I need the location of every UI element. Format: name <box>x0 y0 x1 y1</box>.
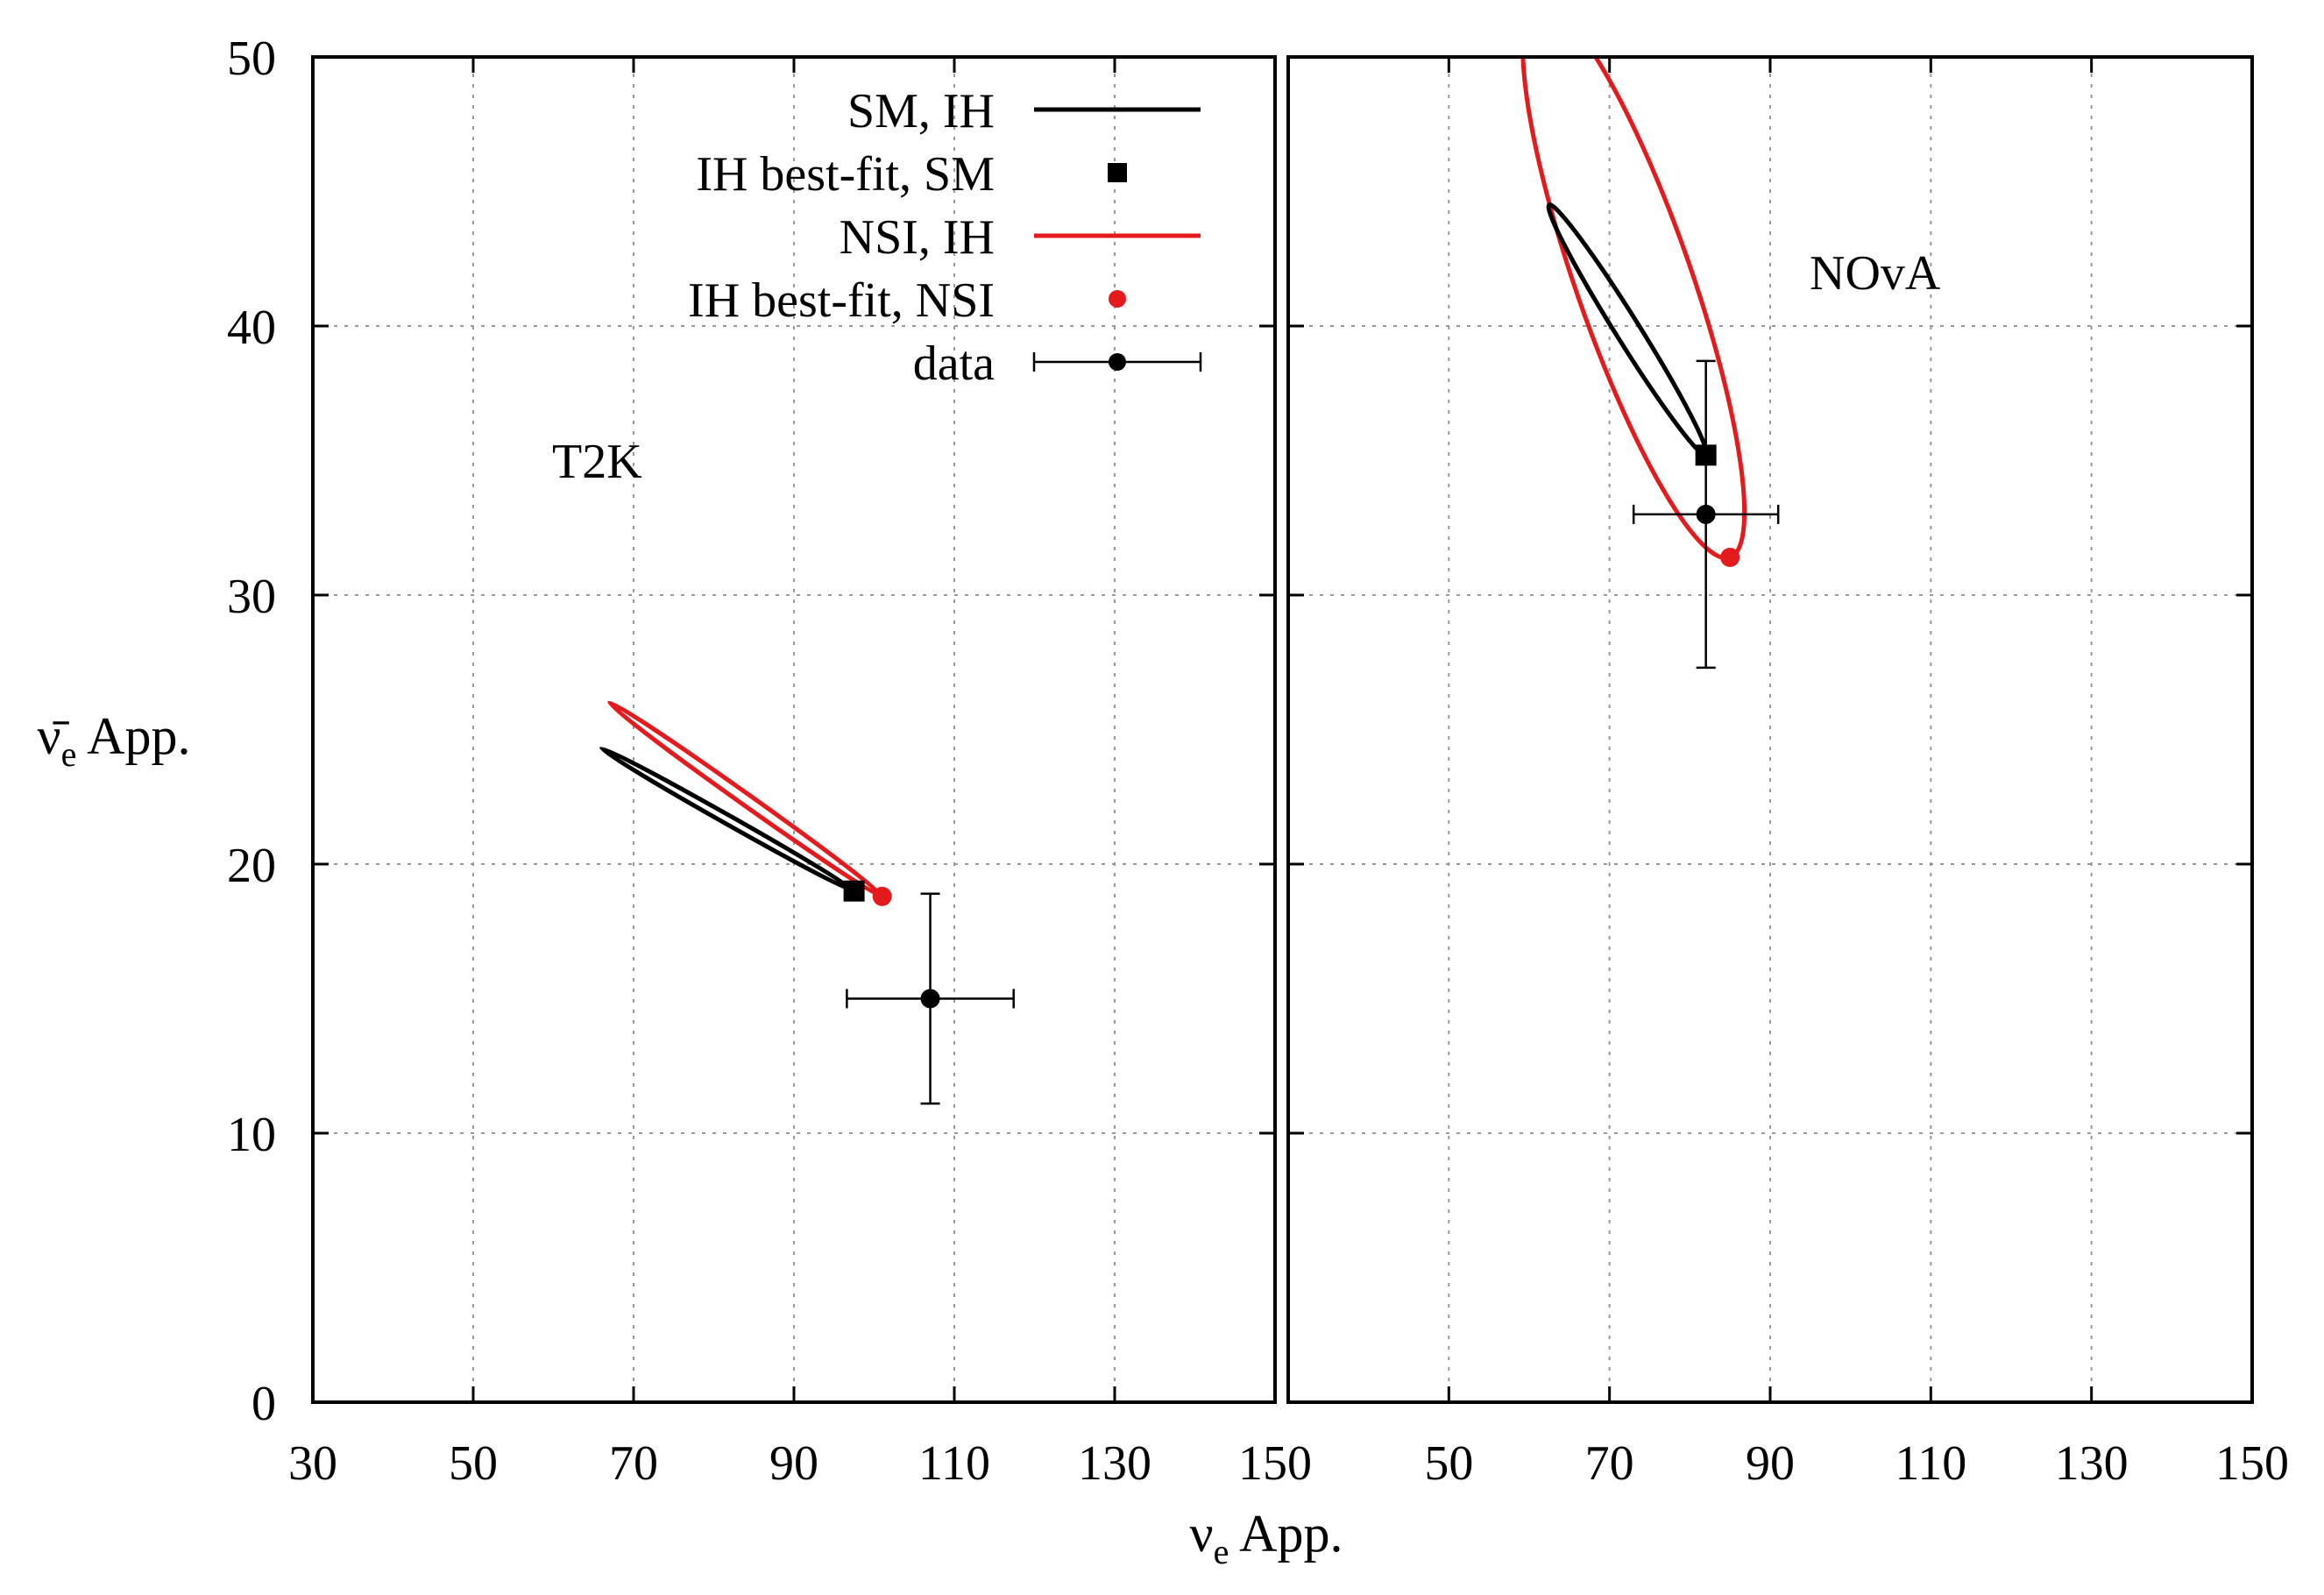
x-tick-label: 70 <box>1585 1436 1634 1491</box>
x-tick-label: 110 <box>918 1436 990 1491</box>
y-tick-label: 10 <box>227 1108 276 1162</box>
x-tick-label: 130 <box>2055 1436 2129 1491</box>
legend-circle-swatch <box>1109 290 1126 308</box>
sm-ih-contour-t2k <box>599 746 857 894</box>
plot-frame <box>1286 55 2254 1404</box>
legend-label: IH best-fit, NSI <box>688 273 995 328</box>
x-tick-label: 150 <box>1238 1436 1312 1491</box>
x-tick-labels-nova: 50 70 90 110 130 150 <box>1424 1436 2289 1491</box>
data-point-t2k <box>846 892 1015 1105</box>
legend-square-swatch <box>1108 163 1127 182</box>
panel-label-nova: NOvA <box>1810 246 1941 301</box>
y-tick-label: 30 <box>227 570 276 624</box>
legend-entry: data <box>913 337 1202 391</box>
curves-nova <box>1520 57 1747 561</box>
y-axis-title: ν̄e App. <box>38 707 191 774</box>
grid-t2k <box>313 57 1275 1402</box>
nsi-ih-contour-t2k <box>607 700 885 899</box>
legend-label: IH best-fit, SM <box>696 147 995 202</box>
legend-label: NSI, IH <box>840 210 995 265</box>
legend-errorbar-marker <box>1109 353 1126 371</box>
nsi-bestfit-point-nova <box>1720 548 1740 568</box>
panel-label-t2k: T2K <box>552 435 642 489</box>
legend: SM, IH IH best-fit, SM NSI, IH IH best-fit,… <box>688 84 1202 391</box>
x-tick-label: 130 <box>1078 1436 1151 1491</box>
legend-entry: SM, IH <box>847 84 1201 138</box>
frame-t2k <box>311 55 1277 1404</box>
y-tick-labels: 0 10 20 30 40 50 <box>227 32 276 1431</box>
sm-bestfit-point-t2k <box>843 880 865 902</box>
x-tick-labels-t2k: 30 50 70 90 110 130 150 <box>288 1436 1312 1491</box>
y-tick-label: 40 <box>227 301 276 355</box>
curves-t2k <box>599 700 885 899</box>
y-tick-label: 50 <box>227 32 276 86</box>
x-tick-label: 50 <box>449 1436 498 1491</box>
x-tick-label: 150 <box>2215 1436 2289 1491</box>
points-t2k <box>843 880 1015 1105</box>
nsi-ih-contour-nova <box>1520 57 1747 561</box>
x-tick-label: 70 <box>609 1436 658 1491</box>
sm-bestfit-point-nova <box>1695 444 1717 466</box>
legend-label: SM, IH <box>847 84 995 138</box>
legend-entry: IH best-fit, NSI <box>688 273 1126 328</box>
grid-nova <box>1288 57 2252 1402</box>
plot-frame <box>311 55 1277 1404</box>
data-marker <box>920 989 940 1009</box>
frame-nova <box>1286 55 2254 1404</box>
x-axis-title: νe App. <box>1190 1505 1343 1571</box>
points-nova <box>1632 359 1780 670</box>
y-tick-label: 0 <box>252 1377 276 1431</box>
x-tick-label: 110 <box>1895 1436 1966 1491</box>
legend-label: data <box>913 337 995 391</box>
x-tick-label: 50 <box>1424 1436 1473 1491</box>
y-tick-label: 20 <box>227 839 276 893</box>
x-tick-label: 30 <box>288 1436 337 1491</box>
data-marker <box>1696 504 1716 524</box>
legend-entry: NSI, IH <box>840 210 1201 265</box>
panel-nova: 50 70 90 110 130 150 NOvA <box>1286 55 2289 1491</box>
data-point-nova <box>1632 359 1780 670</box>
x-tick-label: 90 <box>1746 1436 1795 1491</box>
legend-entry: IH best-fit, SM <box>696 147 1127 202</box>
nsi-bestfit-point-t2k <box>872 886 892 906</box>
panel-t2k: 30 50 70 90 110 130 150 0 10 20 30 40 50 T2K <box>227 32 1312 1491</box>
x-tick-label: 90 <box>769 1436 818 1491</box>
